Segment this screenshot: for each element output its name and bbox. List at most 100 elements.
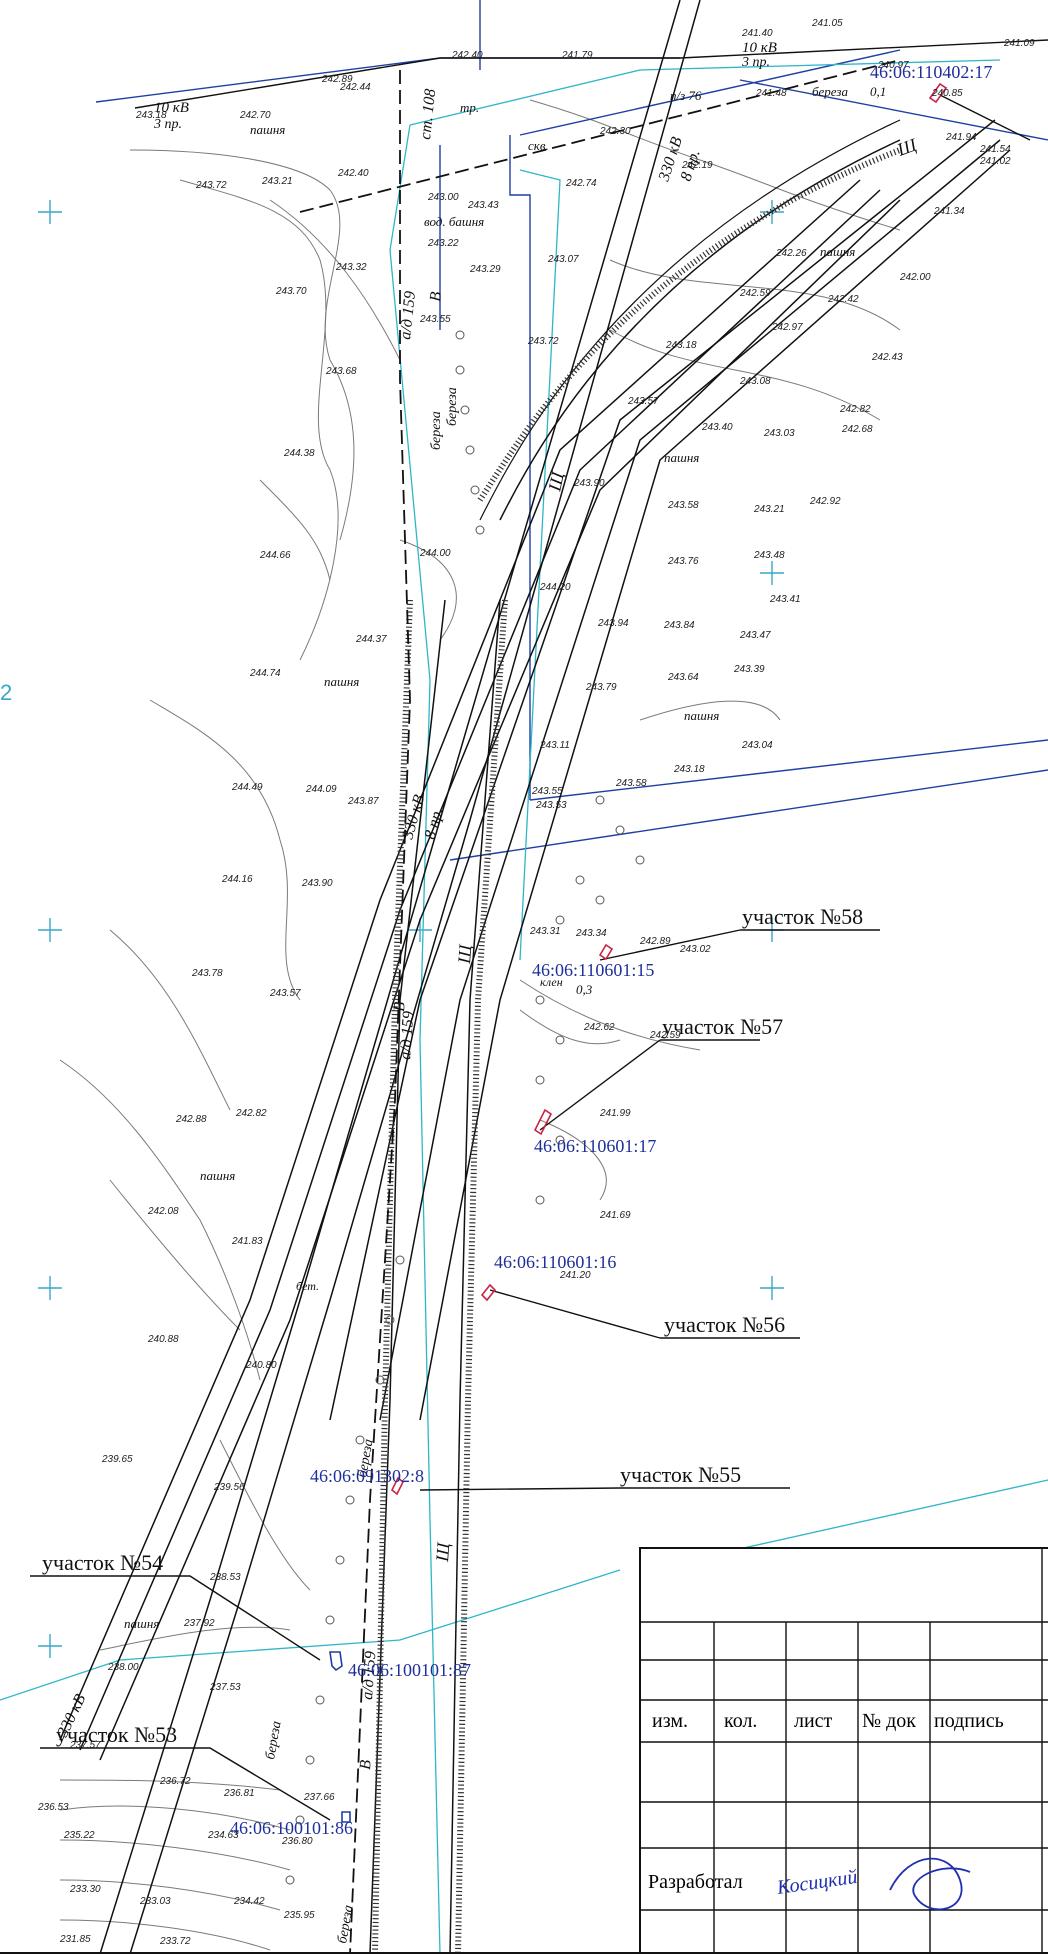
svg-text:243.40: 243.40 [701,422,733,433]
svg-text:240.85: 240.85 [931,88,963,99]
road-sch-label: Щ [544,469,568,494]
svg-text:235.22: 235.22 [63,1830,95,1841]
svg-text:241.02: 241.02 [979,156,1011,167]
svg-text:242.26: 242.26 [775,248,807,259]
road-label: а/д 159 [397,1011,417,1061]
power-line-330kv [59,0,1011,1954]
land-use-label: пашня [200,1168,235,1183]
svg-text:243.04: 243.04 [741,740,773,751]
svg-text:243.02: 243.02 [679,944,711,955]
parcel-label-54: участок №54 [42,1550,163,1575]
road-b-label: В [391,1001,409,1012]
line-10kv-label: 10 кВ [742,40,777,56]
svg-text:243.84: 243.84 [663,620,695,631]
svg-text:244.37: 244.37 [355,634,387,645]
svg-text:243.08: 243.08 [739,376,771,387]
svg-text:239.56: 239.56 [213,1482,245,1493]
tree-label: береза [355,1438,377,1479]
svg-text:244.16: 244.16 [221,874,253,885]
parcel-label-55: участок №55 [620,1462,741,1487]
svg-text:236.72: 236.72 [159,1776,191,1787]
land-use-label: пашня [250,122,285,137]
grid-cross-marks [38,200,784,1658]
svg-text:243.78: 243.78 [191,968,223,979]
tr-label: тр. [460,100,479,115]
svg-text:237.66: 237.66 [303,1792,335,1803]
svg-text:243.53: 243.53 [535,800,567,811]
svg-text:243.03: 243.03 [763,428,795,439]
tree-value: 0,1 [870,84,886,99]
svg-text:240.80: 240.80 [245,1360,277,1371]
tree-label: береза [812,84,848,99]
land-use-label: пашня [664,450,699,465]
svg-text:243.22: 243.22 [427,238,459,249]
svg-text:243.39: 243.39 [733,664,765,675]
water-tower-label: вод. башня [424,214,484,229]
svg-text:241.69: 241.69 [599,1210,631,1221]
svg-text:242.97: 242.97 [771,322,803,333]
road-label: а/д 159 [359,1651,379,1701]
land-use-label: пашня [124,1616,159,1631]
svg-text:241.40: 241.40 [741,28,773,39]
signature-flourish [889,1857,971,1911]
svg-text:234.63: 234.63 [207,1830,239,1841]
land-use-label: пашня [684,708,719,723]
svg-text:242.08: 242.08 [147,1206,179,1217]
land-use-label: пашня [324,674,359,689]
svg-text:243.00: 243.00 [427,192,459,203]
stamp-header-signature: подпись [934,1710,1004,1732]
svg-text:243.18: 243.18 [665,340,697,351]
svg-text:243.48: 243.48 [753,550,785,561]
road-sch-label: Щ [432,1541,453,1563]
cadastral-number-54: 46:06:100101:87 [348,1660,471,1680]
svg-text:242.88: 242.88 [175,1114,207,1125]
svg-text:241.94: 241.94 [945,132,977,143]
svg-text:241.05: 241.05 [811,18,843,29]
parcel-label-53: участок №53 [56,1722,177,1747]
svg-text:243.07: 243.07 [547,254,579,265]
svg-text:244.66: 244.66 [259,550,291,561]
wires-label: 8 пр. [422,806,447,841]
svg-text:242.59: 242.59 [739,288,771,299]
skv-label: скв. [528,138,549,153]
parcel-markers-blue [329,1651,351,1823]
parcel-label-56: участок №56 [664,1312,785,1337]
svg-text:243.58: 243.58 [667,500,699,511]
svg-text:243.11: 243.11 [539,740,570,751]
cadastral-number-53: 46:06:100101:86 [230,1818,353,1838]
svg-text:242.82: 242.82 [235,1108,267,1119]
svg-text:244.74: 244.74 [249,668,281,679]
svg-text:238.53: 238.53 [209,1572,241,1583]
tree-label: береза [429,411,444,450]
svg-text:243.90: 243.90 [301,878,333,889]
svg-text:244.49: 244.49 [231,782,263,793]
tree-label: береза [335,1904,357,1945]
svg-text:244.00: 244.00 [419,548,451,559]
svg-text:240.97: 240.97 [877,60,909,71]
svg-text:243.70: 243.70 [275,286,307,297]
water-pipe-dashed [299,59,901,1954]
stamp-developed-label: Разработал [648,1871,743,1893]
svg-text:241.83: 241.83 [231,1236,263,1247]
svg-text:242.70: 242.70 [239,110,271,121]
line-labels: 10 кВ 3 пр. 10 кВ 3 пр. n/з 76 тр. скв. … [0,40,886,1293]
svg-text:243.41: 243.41 [769,594,801,605]
cadastral-number-56: 46:06:110601:16 [494,1252,616,1272]
svg-text:240.88: 240.88 [147,1334,179,1345]
svg-text:243.32: 243.32 [335,262,367,273]
cadastral-number-55: 46:06:091302:8 [310,1466,424,1486]
cadastral-number-top: 46:06:110402:17 [870,62,992,82]
cadastral-numbers: 46:06:110601:15 46:06:110601:17 46:06:11… [230,62,992,1838]
svg-text:243.21: 243.21 [261,176,293,187]
svg-text:243.58: 243.58 [615,778,647,789]
road-label: а/д 159 [397,290,419,340]
svg-text:243.57: 243.57 [627,396,659,407]
svg-text:243.55: 243.55 [531,786,563,797]
svg-text:241.09: 241.09 [1003,38,1035,49]
stamp-header-izm: изм. [652,1710,688,1732]
road-b-label: В [427,291,445,303]
wires-label: 3 пр. [153,117,182,132]
svg-text:233.30: 233.30 [69,1884,101,1895]
tree-label: береза [445,387,460,426]
parcel-label-58: участок №58 [742,904,863,929]
